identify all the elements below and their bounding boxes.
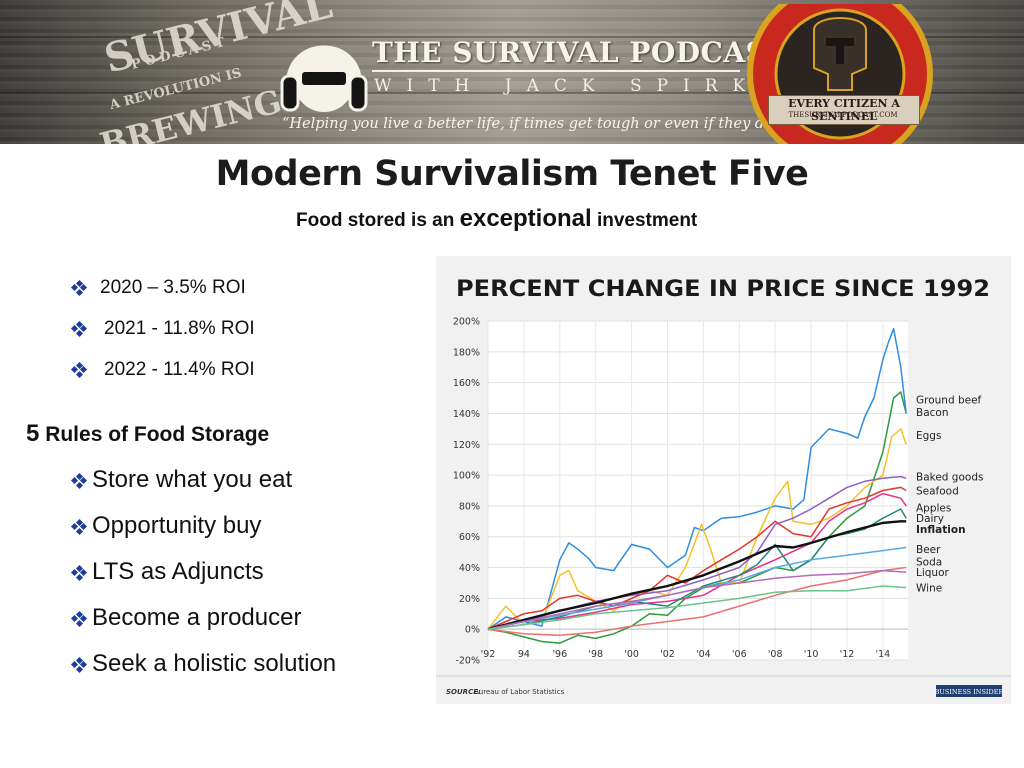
diamond-bullet-icon	[70, 281, 88, 295]
diamond-bullet-icon	[70, 566, 88, 580]
header-banner: SURVIVAL PODCAST A REVOLUTION IS BREWING…	[0, 0, 1024, 144]
price-change-chart: PERCENT CHANGE IN PRICE SINCE 1992 -20% 0…	[436, 256, 1011, 704]
rule-text: Seek a holistic solution	[92, 650, 337, 677]
chart-svg: PERCENT CHANGE IN PRICE SINCE 1992 -20% 0…	[436, 277, 1011, 697]
series-end-label: Bacon	[916, 407, 949, 419]
x-tick-label: '92	[481, 649, 496, 660]
x-tick-label: '02	[660, 649, 675, 660]
plank-divider	[0, 92, 1024, 94]
x-tick-label: '14	[876, 649, 891, 660]
y-tick-label: 140%	[453, 409, 480, 420]
series-line-inflation	[487, 520, 907, 631]
diamond-bullet-icon	[70, 658, 88, 672]
roi-text: 2022 - 11.4% ROI	[104, 359, 255, 380]
brand-badge	[936, 685, 1002, 697]
y-tick-label: 80%	[459, 501, 480, 512]
y-tick-label: -20%	[455, 656, 480, 667]
title-rule	[372, 70, 740, 72]
x-tick-label: '08	[768, 649, 783, 660]
y-tick-label: 40%	[459, 563, 480, 574]
series-line-seafood	[487, 492, 907, 630]
y-tick-label: 180%	[453, 347, 480, 358]
series-end-label: Inflation	[916, 524, 966, 536]
rule-item: LTS as Adjuncts	[70, 558, 264, 586]
chart-series	[487, 327, 907, 644]
rule-text: Opportunity buy	[92, 512, 262, 539]
x-tick-label: '04	[696, 649, 711, 660]
roi-item: 2022 - 11.4% ROI	[70, 359, 255, 381]
podcast-title: THE SURVIVAL PODCAST	[372, 36, 788, 69]
podcast-tagline: “Helping you live a better life, if time…	[282, 116, 805, 132]
seal-url: THESURVIVALPODCAST.COM	[788, 111, 898, 119]
y-tick-label: 160%	[453, 378, 480, 389]
series-line-baked-goods	[487, 475, 907, 630]
y-tick-label: 60%	[459, 532, 480, 543]
seal-motto: EVERY CITIZEN A SENTINEL	[768, 95, 920, 125]
rule-item: Opportunity buy	[70, 512, 262, 540]
diamond-bullet-icon	[70, 612, 88, 626]
roi-item: 2021 - 11.8% ROI	[70, 318, 255, 340]
rules-heading: 5 Rules of Food Storage	[26, 420, 269, 448]
series-end-label: Ground beef	[916, 395, 982, 407]
brand-text: BUSINESS INSIDER	[935, 688, 1005, 696]
series-end-label: Dairy	[916, 513, 944, 525]
y-tick-label: 200%	[453, 317, 480, 328]
diamond-bullet-icon	[70, 363, 88, 377]
series-end-label: Beer	[916, 544, 941, 556]
rule-item: Seek a holistic solution	[70, 650, 337, 678]
x-tick-label: '12	[840, 649, 855, 660]
diamond-bullet-icon	[70, 322, 88, 336]
headphones-logo-icon	[280, 45, 368, 112]
x-tick-label: '00	[624, 649, 639, 660]
plank-divider	[0, 36, 1024, 38]
source-text: Bureau of Labor Statistics	[474, 688, 565, 696]
series-line-soda	[487, 566, 907, 637]
x-tick-label: '10	[804, 649, 819, 660]
x-tick-label: 94	[518, 649, 530, 660]
diamond-bullet-icon	[70, 474, 88, 488]
rules-count: 5	[26, 420, 40, 447]
x-tick-label: '06	[732, 649, 747, 660]
rules-heading-text: Rules of Food Storage	[39, 423, 270, 446]
x-tick-label: '98	[588, 649, 603, 660]
y-tick-label: 120%	[453, 440, 480, 451]
subtitle-lead: Food stored is an	[296, 210, 460, 231]
diamond-bullet-icon	[70, 520, 88, 534]
slide-title: Modern Survivalism Tenet Five	[215, 154, 809, 194]
rule-text: LTS as Adjuncts	[92, 558, 264, 585]
rule-item: Become a producer	[70, 604, 302, 632]
series-line-apples	[487, 486, 907, 630]
series-line-eggs	[487, 428, 907, 630]
chart-title: PERCENT CHANGE IN PRICE SINCE 1992	[456, 277, 990, 302]
y-tick-label: 0%	[465, 625, 480, 636]
series-end-label: Seafood	[916, 486, 959, 498]
rule-item: Store what you eat	[70, 466, 293, 494]
roi-text: 2021 - 11.8% ROI	[104, 318, 255, 339]
series-end-label: Eggs	[916, 430, 941, 442]
subtitle-tail: investment	[591, 210, 698, 231]
series-end-label: Apples	[916, 502, 951, 514]
source-label: SOURCE:	[446, 688, 481, 696]
series-line-wine	[487, 585, 907, 630]
x-tick-label: '96	[552, 649, 567, 660]
series-end-label: Wine	[916, 583, 942, 595]
plot-area	[488, 321, 908, 660]
series-end-label: Liquor	[916, 567, 950, 579]
brewing-logo: SURVIVAL PODCAST A REVOLUTION IS BREWING	[88, 0, 336, 144]
rule-text: Become a producer	[92, 604, 302, 631]
y-tick-label: 100%	[453, 471, 480, 482]
slide-subtitle: Food stored is an exceptional investment	[296, 205, 697, 233]
roi-text: 2020 – 3.5% ROI	[100, 277, 246, 298]
y-tick-label: 20%	[459, 594, 480, 605]
series-end-label: Baked goods	[916, 472, 983, 484]
roi-item: 2020 – 3.5% ROI	[70, 277, 246, 299]
series-end-label: Soda	[916, 556, 942, 568]
series-line-liquor	[487, 569, 907, 630]
series-line-bacon	[487, 327, 907, 630]
subtitle-emphasis: exceptional	[459, 205, 592, 232]
rule-text: Store what you eat	[92, 466, 293, 493]
podcast-subtitle: WITH JACK SPIRKO	[374, 76, 789, 96]
